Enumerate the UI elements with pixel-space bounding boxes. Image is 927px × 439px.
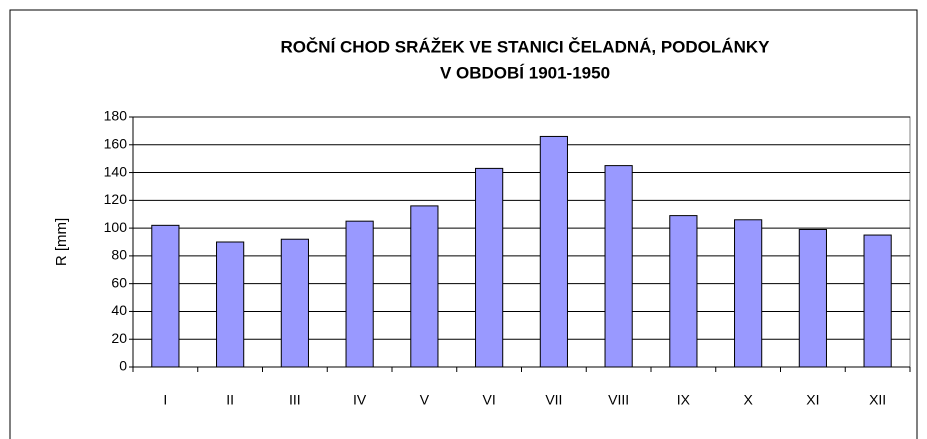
bar: [798, 229, 827, 368]
bar: [216, 241, 245, 368]
x-tick-label: III: [289, 392, 301, 408]
x-tick-label: VIII: [608, 392, 629, 408]
y-tick-label: 180: [104, 108, 128, 124]
y-tick-label: 100: [104, 219, 128, 235]
bar: [863, 234, 892, 368]
y-tick-label: 40: [111, 302, 127, 318]
bar: [280, 238, 309, 368]
x-tick-label: VII: [545, 392, 562, 408]
bar: [734, 219, 763, 368]
bar: [345, 220, 374, 368]
bar: [669, 215, 698, 368]
x-tick-label: XI: [806, 392, 819, 408]
y-tick-label: 0: [119, 358, 127, 374]
chart-title: ROČNÍ CHOD SRÁŽEK VE STANICI ČELADNÁ, PO…: [281, 37, 771, 56]
y-axis-label: R [mm]: [53, 218, 70, 266]
x-tick-label: IV: [353, 392, 367, 408]
bar: [410, 205, 439, 368]
x-tick-label: I: [163, 392, 167, 408]
bar: [604, 165, 633, 368]
x-tick-label: II: [226, 392, 234, 408]
y-tick-label: 60: [111, 274, 127, 290]
bar: [475, 167, 504, 368]
x-tick-label: IX: [677, 392, 691, 408]
x-tick-label: X: [743, 392, 753, 408]
y-tick-label: 140: [104, 163, 128, 179]
y-tick-label: 160: [104, 135, 128, 151]
bar: [151, 224, 180, 368]
x-tick-label: V: [420, 392, 430, 408]
chart-title: V OBDOBÍ 1901-1950: [440, 63, 610, 82]
y-tick-label: 120: [104, 191, 128, 207]
bar: [539, 135, 568, 368]
y-tick-label: 20: [111, 330, 127, 346]
y-tick-label: 80: [111, 247, 127, 263]
plot-area: [132, 116, 911, 368]
x-tick-label: XII: [869, 392, 886, 408]
x-tick-label: VI: [483, 392, 496, 408]
